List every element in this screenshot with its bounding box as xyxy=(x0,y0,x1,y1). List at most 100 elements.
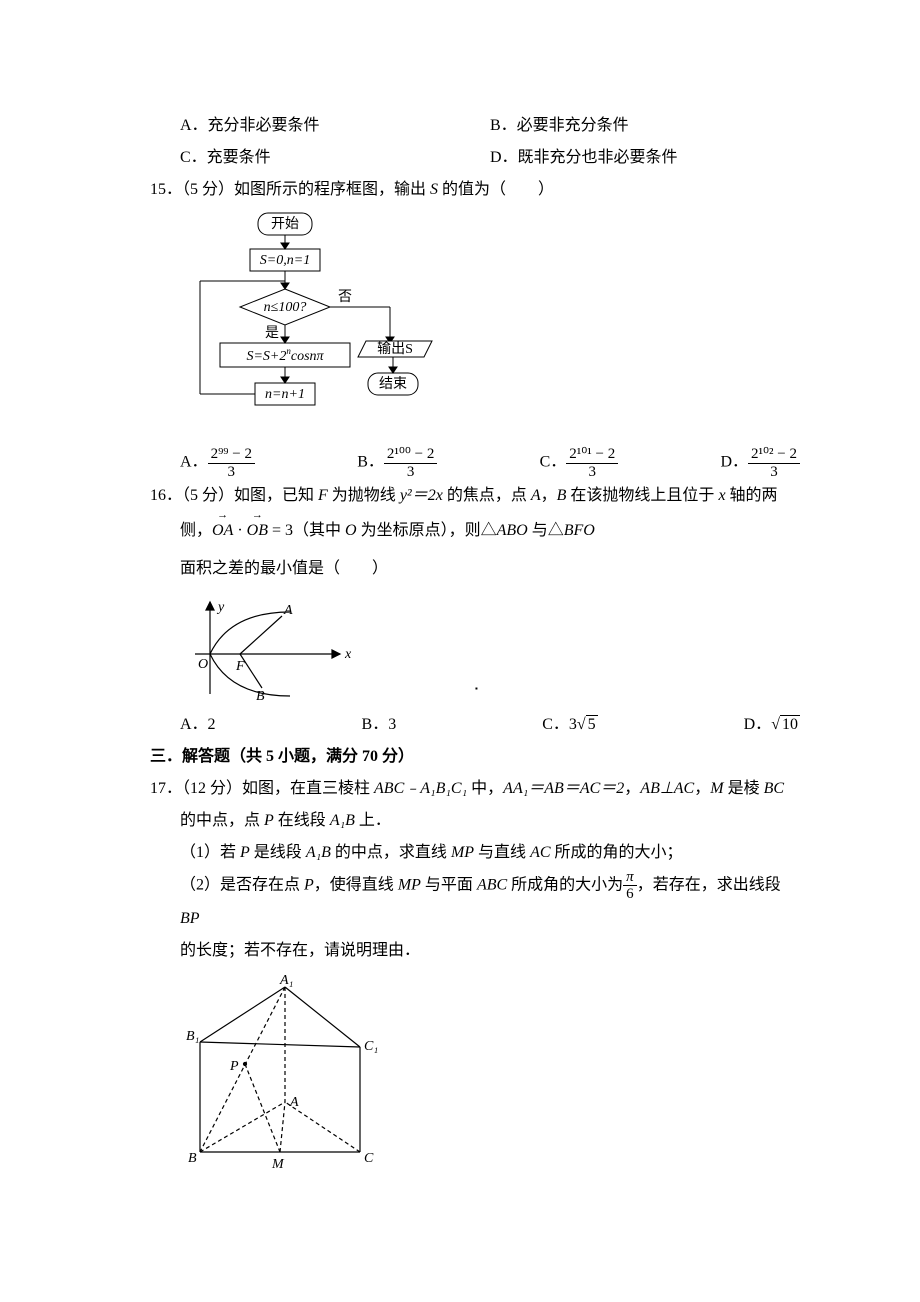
q16-d-pre: D． xyxy=(744,716,772,733)
q17-prism: ABC﹣A₁B₁C₁ xyxy=(374,780,467,797)
q17-p2c: 与平面 xyxy=(421,876,477,893)
q16-t4: 在该抛物线上且位于 xyxy=(566,487,718,504)
q17-eq2: AB⊥AC xyxy=(640,780,694,797)
q16-option-a: A．2 xyxy=(180,709,216,741)
q14-option-d: D．既非充分也非必要条件 xyxy=(490,142,800,174)
fc-end: 结束 xyxy=(379,376,407,392)
q17-p2e: ，若存在，求出线段 xyxy=(637,876,781,893)
q17-p1c: 的中点，求直线 xyxy=(331,844,451,861)
fc-start: 开始 xyxy=(271,216,299,232)
q15-option-a: A．2⁹⁹ − 23 xyxy=(180,446,255,480)
q16-t1: 16．（5 分）如图，已知 xyxy=(150,487,318,504)
q15-d-num: 2¹⁰² − 2 xyxy=(748,446,800,464)
q16-t10: 面积之差的最小值是（ ） xyxy=(180,560,388,577)
q17-part1: （1）若 P 是线段 A₁B 的中点，求直线 MP 与直线 AC 所成的角的大小… xyxy=(150,837,800,869)
q17-bp: BP xyxy=(180,910,200,927)
q17-p2a: （2）是否存在点 xyxy=(180,876,304,893)
q15-a-num: 2⁹⁹ − 2 xyxy=(208,446,255,464)
exam-page: A．充分非必要条件 B．必要非充分条件 C．充要条件 D．既非充分也非必要条件 … xyxy=(0,0,920,1302)
q16-x: x xyxy=(718,487,725,504)
q15-a-den: 3 xyxy=(208,464,255,481)
q17-six: 6 xyxy=(623,886,637,903)
q15-c-num: 2¹⁰¹ − 2 xyxy=(566,446,618,464)
q17-t5: 在线段 xyxy=(274,812,330,829)
fc-init: S=0,n=1 xyxy=(260,253,310,268)
q16-t5: 轴的两 xyxy=(726,487,778,504)
lbl-a1: A₁ xyxy=(279,973,293,988)
q16-t2: 为抛物线 xyxy=(328,487,400,504)
q14-option-c: C．充要条件 xyxy=(180,142,490,174)
svg-text:S=S+2ncosnπ: S=S+2ncosnπ xyxy=(246,346,324,364)
q15-text-b: 的值为（ ） xyxy=(438,181,554,198)
q17-t2: 中， xyxy=(467,780,503,797)
lbl-b1: B₁ xyxy=(186,1029,199,1044)
flowchart-svg: 开始 S=0,n=1 n≤100? 是 S=S+2ncosnπ xyxy=(180,211,440,441)
q17-p1e: 所成的角的大小； xyxy=(551,844,683,861)
q16-line2: 侧，OA · OB = 3（其中 O 为坐标原点），则△ABO 与△BFO 面积… xyxy=(150,512,800,589)
q16-a: A xyxy=(531,487,541,504)
q17-p1a: （1）若 xyxy=(180,844,240,861)
lbl-x: x xyxy=(344,647,352,662)
prism-svg: A₁ B₁ C₁ P A B C M xyxy=(180,972,390,1172)
q15-option-d: D．2¹⁰² − 23 xyxy=(720,446,800,480)
q16-vec-oa: OA xyxy=(212,512,233,550)
q16-graph: y x O F A B xyxy=(180,594,800,704)
q16-t9: 与△ xyxy=(528,522,564,539)
q16-t3: 的焦点，点 xyxy=(443,487,531,504)
q16-d-rad: 10 xyxy=(780,715,800,733)
fc-yes: 是 xyxy=(265,326,279,341)
parabola-svg: y x O F A B xyxy=(180,594,360,704)
q17-p2p: P xyxy=(304,876,314,893)
q17-t1: 17．（12 分）如图，在直三棱柱 xyxy=(150,780,374,797)
q16-t7: （其中 xyxy=(293,522,345,539)
svg-text:输出S: 输出S xyxy=(377,341,413,357)
q15-b-num: 2¹⁰⁰ − 2 xyxy=(384,446,437,464)
q16-options: A．2 B．3 C．35 D． 10 xyxy=(150,709,800,741)
lbl-c1: C₁ xyxy=(364,1039,378,1054)
q16-o: O xyxy=(345,522,357,539)
q17-p2mp: MP xyxy=(398,876,421,893)
q17-eq1: AA₁＝AB＝AC＝2 xyxy=(503,780,624,797)
q15-c-den: 3 xyxy=(566,464,618,481)
lbl-c2: C xyxy=(364,1151,374,1166)
q16-vec-ob: OB xyxy=(247,512,268,550)
q16-line1: 16．（5 分）如图，已知 F 为抛物线 y²＝2x 的焦点，点 A，B 在该抛… xyxy=(150,480,800,512)
q15-text-a: 15．（5 分）如图所示的程序框图，输出 xyxy=(150,181,430,198)
q16-option-c: C．35 xyxy=(542,709,597,741)
q16-dot: · xyxy=(233,522,246,539)
page-dot-marker: ▪ xyxy=(475,681,478,697)
q17-p1b: 是线段 xyxy=(250,844,306,861)
q16-comma: ， xyxy=(541,487,557,504)
q17-p: P xyxy=(264,812,274,829)
q17-mp: MP xyxy=(451,844,474,861)
q16-c-pre: C．3 xyxy=(542,716,577,733)
q14-options: A．充分非必要条件 B．必要非充分条件 C．充要条件 D．既非充分也非必要条件 xyxy=(150,110,800,174)
q17-c1: ， xyxy=(624,780,640,797)
q17-part2b: 的长度；若不存在，请说明理由． xyxy=(150,935,800,967)
lbl-p: P xyxy=(229,1059,239,1074)
q17-t3: 是棱 xyxy=(724,780,764,797)
lbl-o: O xyxy=(198,657,208,672)
q17-p2d: 所成角的大小为 xyxy=(507,876,623,893)
fc-cond: n≤100? xyxy=(264,300,307,315)
q15-b-den: 3 xyxy=(384,464,437,481)
q17-t6: 上． xyxy=(355,812,391,829)
q17-line2: 的中点，点 P 在线段 A₁B 上． xyxy=(150,805,800,837)
q17-ac: AC xyxy=(530,844,550,861)
q17-bc: BC xyxy=(764,780,784,797)
q17-c2: ， xyxy=(694,780,710,797)
q14-option-a: A．充分非必要条件 xyxy=(180,110,490,142)
q15-option-b: B．2¹⁰⁰ − 23 xyxy=(357,446,437,480)
q17-m: M xyxy=(710,780,723,797)
q17-abc: ABC xyxy=(477,876,507,893)
section-3-header: 三．解答题（共 5 小题，满分 70 分） xyxy=(150,741,800,773)
lbl-a2: A xyxy=(289,1095,299,1110)
q15-option-c: C．2¹⁰¹ − 23 xyxy=(540,446,619,480)
q16-option-b: B．3 xyxy=(362,709,397,741)
q16-t6: 侧， xyxy=(180,522,212,539)
q17-diagram: A₁ B₁ C₁ P A B C M xyxy=(180,972,800,1172)
lbl-b: B xyxy=(256,689,265,704)
q16-t8: 为坐标原点），则△ xyxy=(357,522,497,539)
q17-a1b: A₁B xyxy=(330,812,355,829)
q15-var-s: S xyxy=(430,181,438,198)
